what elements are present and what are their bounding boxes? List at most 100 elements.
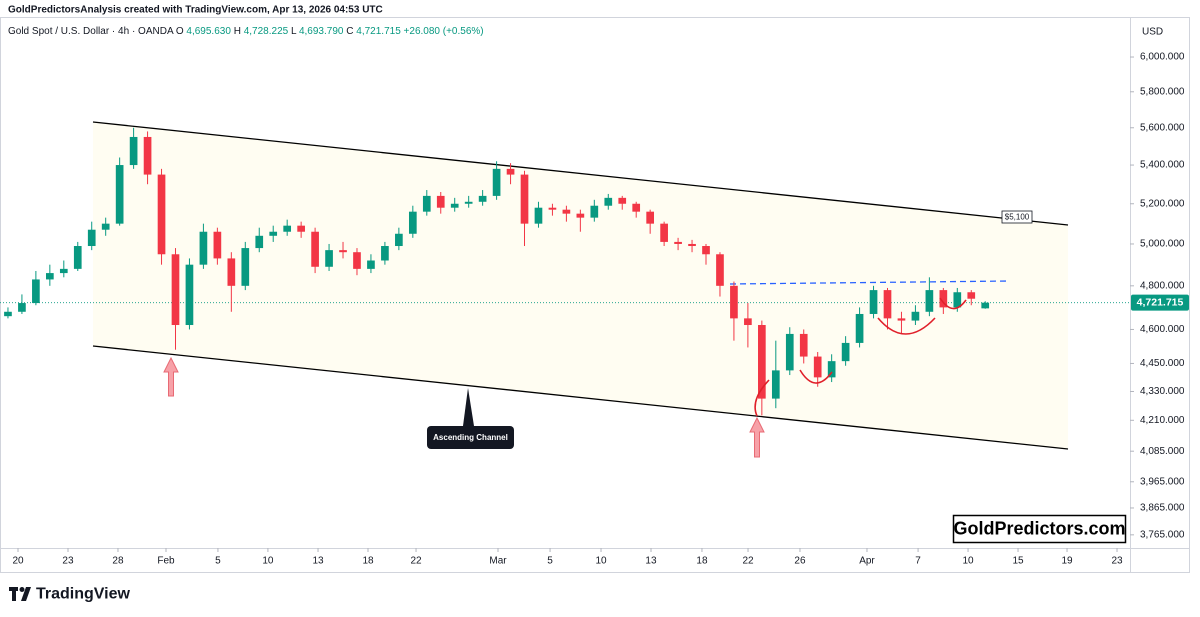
x-tick-label: 10: [262, 556, 274, 567]
caption: GoldPredictorsAnalysis created with Trad…: [8, 5, 383, 16]
candle-body: [911, 311, 920, 321]
y-tick-label: 3,765.000: [1140, 529, 1185, 540]
channel-upper: [92, 121, 1069, 226]
target-label: $5,100: [1005, 213, 1030, 222]
y-tick-label: 5,000.000: [1140, 239, 1185, 250]
y-tick-label: 3,965.000: [1140, 476, 1185, 487]
candle-body: [939, 290, 948, 308]
candle-body: [395, 233, 403, 247]
candle-body: [143, 136, 152, 175]
candle-body: [618, 197, 627, 204]
last-price-badge: [1131, 294, 1189, 311]
ohlc-key: C: [346, 26, 353, 37]
candle-body: [101, 223, 110, 230]
x-tick-label: 20: [12, 556, 24, 567]
candle-body: [785, 333, 794, 371]
candle-body: [799, 333, 808, 357]
candle-body: [520, 174, 529, 224]
candle-body: [464, 201, 473, 204]
candle-body: [744, 318, 752, 326]
resistance-line: [729, 280, 1011, 285]
channel-fill: [93, 122, 1068, 449]
symbol: Gold Spot / U.S. Dollar · 4h · OANDA: [8, 26, 174, 37]
y-tick-label: 4,330.000: [1140, 386, 1185, 397]
candle-body: [283, 225, 292, 232]
watermark-box: [952, 514, 1127, 544]
candle-body: [716, 254, 724, 286]
x-tick-label: 18: [362, 556, 374, 567]
candle-body: [87, 229, 96, 247]
logo-part: [19, 587, 25, 592]
candle-body: [227, 258, 236, 286]
x-tick-label: 10: [962, 556, 974, 567]
x-tick-label: 23: [1111, 556, 1123, 567]
candle-body: [436, 195, 445, 208]
x-tick-label: 7: [915, 556, 921, 567]
callout-pointer: [463, 388, 474, 426]
target-box: [1001, 210, 1033, 224]
tv-logo: [9, 587, 31, 601]
ohlc-key: H: [234, 26, 241, 37]
x-tick-label: 10: [595, 556, 607, 567]
cup-arc: [939, 297, 967, 310]
candle-body: [367, 260, 375, 269]
cup-arc: [799, 369, 833, 384]
last-price-label: 4,721.715: [1137, 296, 1184, 308]
candle-body: [18, 303, 26, 312]
candle-body: [730, 285, 738, 319]
cup-arc: [754, 379, 770, 417]
candle-body: [660, 223, 668, 242]
candle-body: [241, 248, 250, 286]
ohlc-value: 4,728.225: [244, 26, 289, 37]
candle-body: [590, 205, 599, 218]
candle-body: [422, 195, 431, 212]
candle-body: [4, 311, 12, 317]
candle-body: [325, 250, 333, 267]
x-tick-label: 22: [410, 556, 422, 567]
candle-body: [157, 174, 166, 255]
candle-body: [478, 195, 487, 202]
candle-body: [813, 356, 822, 378]
candle-body: [897, 318, 906, 321]
currency: USD: [1142, 27, 1163, 38]
y-tick-label: 5,600.000: [1140, 122, 1185, 133]
y-tick-label: 4,085.000: [1140, 446, 1185, 457]
candle-body: [311, 231, 319, 267]
candle-body: [925, 290, 934, 312]
candle-body: [771, 370, 780, 399]
logo-part: [12, 587, 16, 601]
candle-body: [129, 136, 138, 166]
candle-body: [492, 168, 501, 196]
candle-body: [981, 302, 990, 309]
y-tick-label: 6,000.000: [1140, 52, 1185, 63]
x-tick-label: 5: [547, 556, 553, 567]
x-tick-label: 26: [794, 556, 806, 567]
y-tick-label: 5,200.000: [1140, 198, 1185, 209]
candle-body: [632, 203, 641, 212]
ohlc-value: 4,695.630: [186, 26, 231, 37]
candle-body: [953, 292, 962, 308]
x-tick-label: 15: [1012, 556, 1024, 567]
watermark: GoldPredictors.com: [953, 518, 1125, 538]
candle-body: [967, 292, 976, 299]
candle-body: [213, 231, 222, 259]
candle-body: [688, 243, 696, 247]
candle-body: [450, 203, 459, 208]
candle-body: [674, 241, 682, 244]
x-tick-label: 28: [112, 556, 124, 567]
callout-box: [427, 426, 514, 449]
y-tick-label: 5,800.000: [1140, 86, 1185, 97]
x-tick-label: Feb: [157, 556, 175, 567]
candle-body: [73, 246, 82, 269]
candle-body: [408, 211, 417, 234]
candle-body: [353, 252, 361, 269]
x-tick-label: 13: [312, 556, 324, 567]
channel-lower: [92, 345, 1069, 450]
ohlc-value: 4,721.715: [356, 26, 401, 37]
candle-body: [855, 313, 864, 343]
candle-body: [869, 290, 878, 314]
candle-body: [115, 165, 124, 224]
y-tick-label: 4,600.000: [1140, 324, 1185, 335]
x-tick-label: 19: [1061, 556, 1073, 567]
x-tick-label: 13: [645, 556, 657, 567]
